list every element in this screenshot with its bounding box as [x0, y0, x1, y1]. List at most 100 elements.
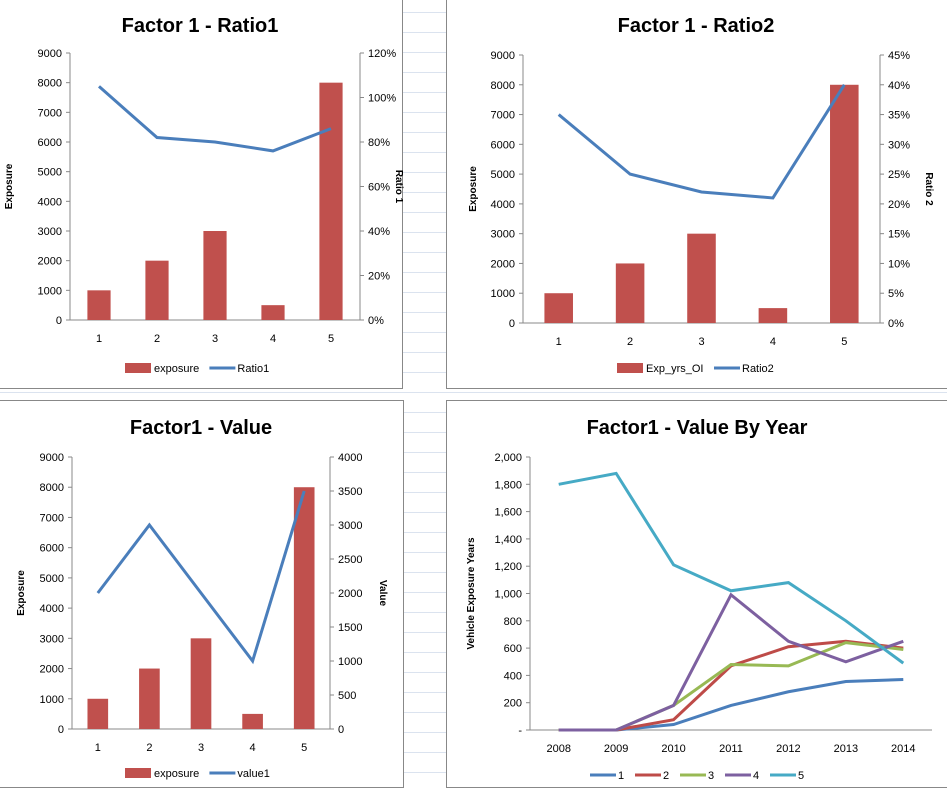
y-tick-label: 1,800	[494, 479, 522, 491]
y-tick-label: 3000	[491, 229, 515, 241]
y-tick-label: 7000	[38, 107, 62, 119]
y-tick-label: -	[518, 725, 522, 737]
y2-tick-label: 500	[338, 690, 356, 702]
y-tick-label: 6000	[38, 137, 62, 149]
y2-tick-label: 2000	[338, 588, 362, 600]
chart-title: Factor 1 - Ratio1	[122, 15, 279, 37]
y-tick-label: 1,200	[494, 561, 522, 573]
y2-tick-label: 1500	[338, 622, 362, 634]
line-series-3	[559, 643, 904, 730]
y-axis-title: Vehicle Exposure Years	[466, 537, 477, 650]
x-tick-label: 1	[96, 333, 102, 345]
y2-tick-label: 15%	[888, 229, 910, 241]
y-tick-label: 7000	[491, 110, 515, 122]
y-tick-label: 5000	[491, 169, 515, 181]
y2-tick-label: 35%	[888, 110, 910, 122]
x-tick-label: 2	[627, 336, 633, 348]
legend-label: 2	[663, 770, 669, 782]
y-axis-title: Exposure	[468, 166, 479, 212]
x-tick-label: 3	[212, 333, 218, 345]
y-tick-label: 0	[509, 318, 515, 330]
x-tick-label: 2	[154, 333, 160, 345]
y-tick-label: 8000	[491, 80, 515, 92]
bar	[191, 638, 212, 729]
y-tick-label: 600	[504, 643, 522, 655]
y-tick-label: 2000	[38, 256, 62, 268]
x-tick-label: 5	[328, 333, 334, 345]
x-tick-label: 3	[698, 336, 704, 348]
y-tick-label: 1,400	[494, 534, 522, 546]
y2-tick-label: 4000	[338, 452, 362, 464]
y2-tick-label: 0%	[368, 315, 384, 327]
bar	[544, 293, 573, 323]
y-tick-label: 8000	[38, 78, 62, 90]
y-tick-label: 6000	[40, 543, 64, 555]
y-tick-label: 1,000	[494, 589, 522, 601]
y2-axis-title: Value	[377, 580, 388, 607]
legend-swatch-bar	[125, 363, 151, 373]
bar	[830, 85, 859, 323]
x-tick-label: 4	[250, 742, 256, 754]
y2-tick-label: 10%	[888, 258, 910, 270]
legend-swatch-bar	[125, 768, 151, 778]
line-series-5	[559, 473, 904, 663]
y2-tick-label: 80%	[368, 137, 390, 149]
bar	[687, 234, 716, 323]
line-series-value1	[98, 491, 304, 661]
legend-label: value1	[237, 768, 269, 780]
y-tick-label: 800	[504, 616, 522, 628]
x-tick-label: 2013	[834, 743, 858, 755]
bar	[87, 290, 110, 320]
x-tick-label: 2014	[891, 743, 915, 755]
y2-tick-label: 40%	[368, 226, 390, 238]
y-tick-label: 9000	[40, 452, 64, 464]
y2-tick-label: 3000	[338, 520, 362, 532]
y-tick-label: 4000	[491, 199, 515, 211]
y-tick-label: 1000	[40, 694, 64, 706]
y-tick-label: 1,600	[494, 507, 522, 519]
legend-label: 4	[753, 770, 759, 782]
x-tick-label: 4	[270, 333, 276, 345]
y2-tick-label: 0%	[888, 318, 904, 330]
x-tick-label: 4	[770, 336, 776, 348]
legend-label: exposure	[154, 768, 199, 780]
bar	[294, 487, 315, 729]
y-tick-label: 8000	[40, 482, 64, 494]
y2-tick-label: 1000	[338, 656, 362, 668]
x-tick-label: 2	[146, 742, 152, 754]
bar	[145, 261, 168, 320]
y2-tick-label: 2500	[338, 554, 362, 566]
bar	[261, 305, 284, 320]
y-tick-label: 3000	[38, 226, 62, 238]
y-tick-label: 4000	[40, 603, 64, 615]
y2-tick-label: 30%	[888, 139, 910, 151]
line-series-Ratio2	[559, 85, 845, 198]
y-tick-label: 3000	[40, 633, 64, 645]
y-tick-label: 4000	[38, 196, 62, 208]
y-tick-label: 7000	[40, 512, 64, 524]
legend-label: Exp_yrs_OI	[646, 363, 703, 375]
line-series-Ratio1	[99, 86, 331, 151]
y-axis-title: Exposure	[4, 163, 15, 209]
legend-label: 3	[708, 770, 714, 782]
x-tick-label: 2011	[719, 743, 743, 755]
legend-label: Ratio2	[742, 363, 774, 375]
y-tick-label: 1000	[38, 285, 62, 297]
line-series-4	[559, 595, 904, 730]
y2-tick-label: 40%	[888, 80, 910, 92]
x-tick-label: 3	[198, 742, 204, 754]
y-tick-label: 0	[58, 724, 64, 736]
y-tick-label: 9000	[38, 48, 62, 60]
legend-label: 5	[798, 770, 804, 782]
line-series-1	[559, 679, 904, 730]
chart-title: Factor1 - Value By Year	[587, 417, 808, 439]
y-tick-label: 2000	[40, 664, 64, 676]
y2-tick-label: 120%	[368, 48, 396, 60]
y-tick-label: 200	[504, 698, 522, 710]
legend-label: 1	[618, 770, 624, 782]
bar	[616, 263, 645, 323]
y-tick-label: 400	[504, 670, 522, 682]
y2-tick-label: 25%	[888, 169, 910, 181]
y2-tick-label: 20%	[888, 199, 910, 211]
y-tick-label: 1000	[491, 288, 515, 300]
